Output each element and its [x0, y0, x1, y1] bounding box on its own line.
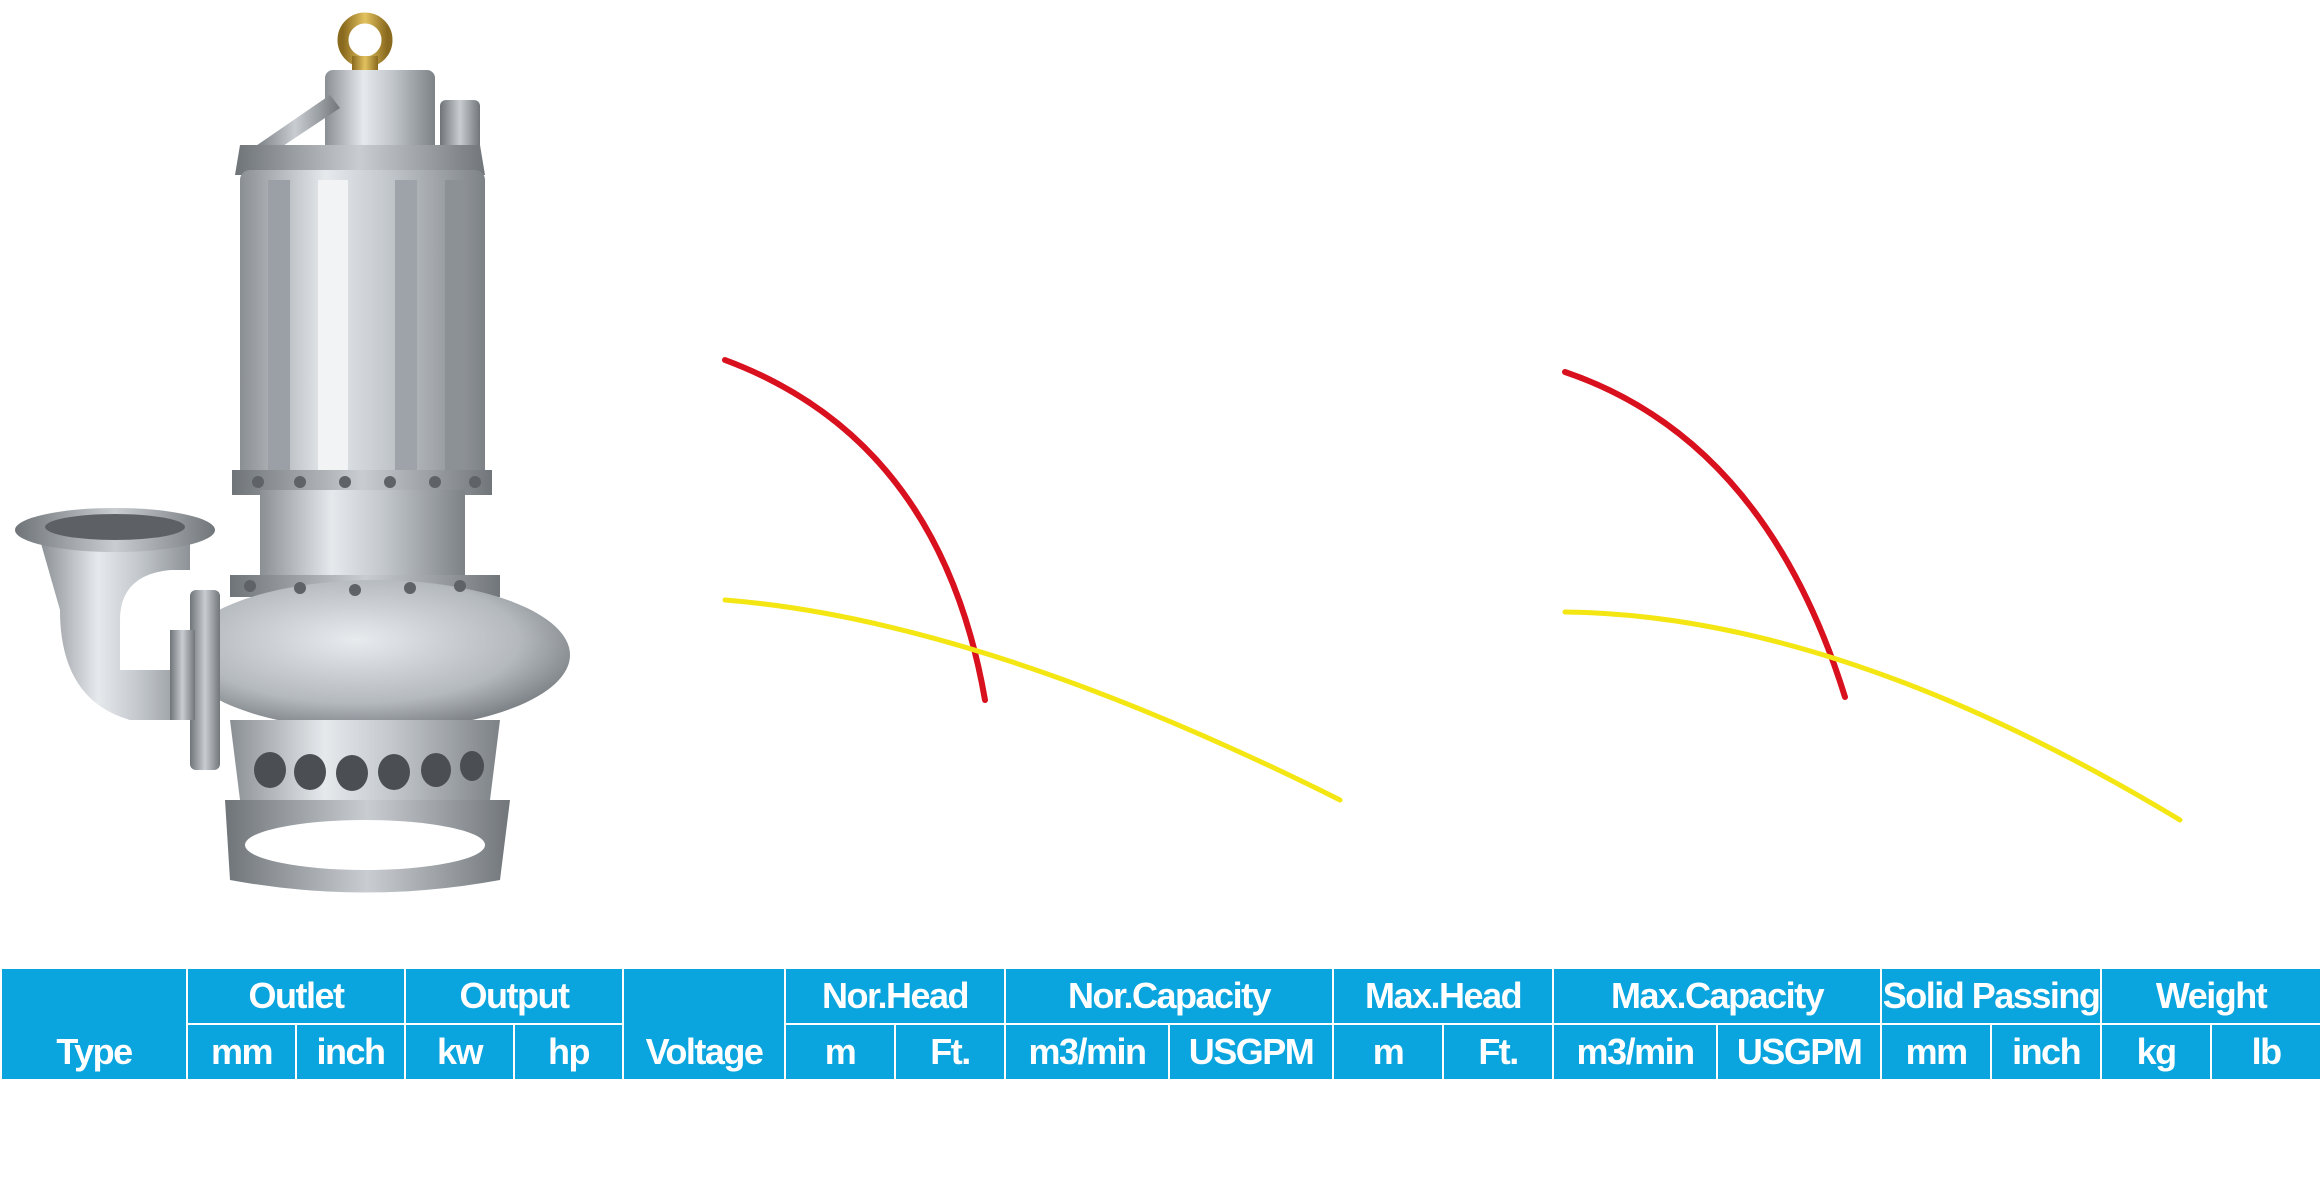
group-header-row: Type Outlet Output Voltage Nor.Head Nor.…	[0, 967, 2320, 1081]
weight-header: Weight	[2100, 967, 2320, 1025]
head-curve-right	[1562, 369, 1848, 700]
submersible-pump-image	[15, 12, 570, 893]
solid-mm-unit: mm	[1880, 1023, 1993, 1081]
spec-table-header: Type Outlet Output Voltage Nor.Head Nor.…	[0, 967, 2320, 1081]
voltage-header: Voltage	[622, 967, 787, 1081]
max-head-header: Max.Head	[1332, 967, 1555, 1025]
nor-head-header: Nor.Head	[784, 967, 1007, 1025]
output-header: Output	[403, 967, 625, 1025]
performance-curves	[722, 357, 2183, 823]
output-hp-unit: hp	[512, 1023, 625, 1081]
max-capacity-header: Max.Capacity	[1552, 967, 1883, 1025]
nor-capacity-usgpm-unit: USGPM	[1168, 1023, 1335, 1081]
head-curve-left	[722, 357, 988, 703]
outlet-mm-unit: mm	[186, 1023, 297, 1081]
solid-passing-header: Solid Passing	[1880, 967, 2103, 1025]
type-header: Type	[0, 967, 188, 1081]
nor-head-m-unit: m	[784, 1023, 897, 1081]
outlet-header: Outlet	[186, 967, 406, 1025]
weight-lb-unit: lb	[2210, 1023, 2320, 1081]
nor-capacity-header: Nor.Capacity	[1004, 967, 1335, 1025]
max-capacity-m3-unit: m3/min	[1552, 1023, 1719, 1081]
max-head-m-unit: m	[1332, 1023, 1445, 1081]
capacity-curve-right	[1562, 609, 2183, 823]
output-kw-unit: kw	[404, 1023, 515, 1081]
capacity-curve-left	[722, 597, 1343, 803]
outlet-inch-unit: inch	[295, 1023, 406, 1081]
max-head-ft-unit: Ft.	[1442, 1023, 1555, 1081]
solid-inch-unit: inch	[1990, 1023, 2103, 1081]
unit-header-row: mm inch kw hp m Ft. m3/min USGPM m Ft. m…	[1, 1023, 2320, 1081]
nor-capacity-m3-unit: m3/min	[1004, 1023, 1171, 1081]
max-capacity-usgpm-unit: USGPM	[1716, 1023, 1883, 1081]
nor-head-ft-unit: Ft.	[894, 1023, 1007, 1081]
weight-kg-unit: kg	[2100, 1023, 2213, 1081]
